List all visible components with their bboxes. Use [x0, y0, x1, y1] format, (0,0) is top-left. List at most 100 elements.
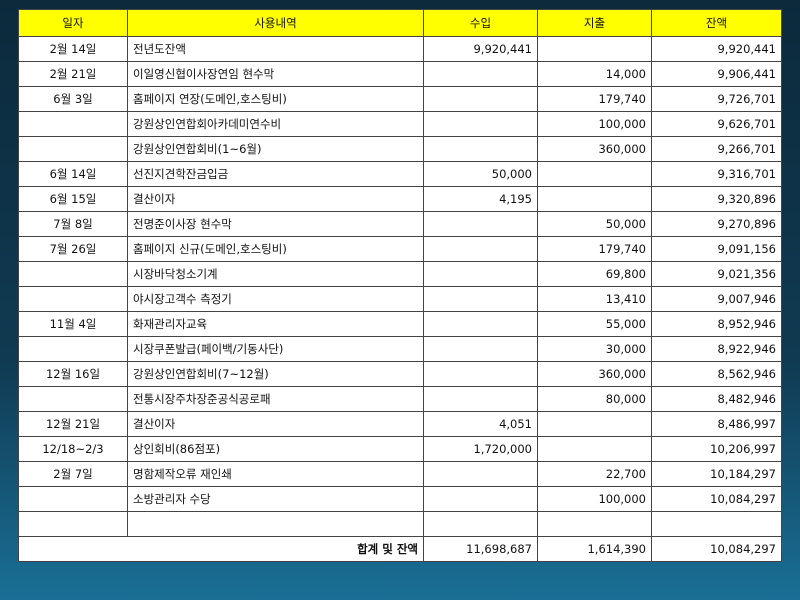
- cell-date[interactable]: 11월 4일: [18, 311, 128, 337]
- cell-balance[interactable]: 9,626,701: [651, 111, 782, 137]
- cell-description[interactable]: 강원상인연합회아카데미연수비: [127, 111, 424, 137]
- cell-date[interactable]: 7월 8일: [18, 211, 128, 237]
- cell-description[interactable]: 선진지견학잔금입금: [127, 161, 424, 187]
- cell-balance[interactable]: 8,922,946: [651, 336, 782, 362]
- cell-expense[interactable]: 55,000: [537, 311, 652, 337]
- cell-date[interactable]: [18, 486, 128, 512]
- cell-expense[interactable]: [537, 186, 652, 212]
- cell-balance[interactable]: 9,021,356: [651, 261, 782, 287]
- cell-balance[interactable]: 10,184,297: [651, 461, 782, 487]
- cell-income[interactable]: [423, 261, 538, 287]
- cell-balance[interactable]: 9,726,701: [651, 86, 782, 112]
- cell-expense[interactable]: 100,000: [537, 111, 652, 137]
- cell-balance[interactable]: 9,091,156: [651, 236, 782, 262]
- cell-date[interactable]: 6월 15일: [18, 186, 128, 212]
- cell-description[interactable]: 홈페이지 연장(도메인,호스팅비): [127, 86, 424, 112]
- cell-expense[interactable]: 360,000: [537, 136, 652, 162]
- cell-description[interactable]: 야시장고객수 측정기: [127, 286, 424, 312]
- cell-date[interactable]: 12월 16일: [18, 361, 128, 387]
- cell-description[interactable]: 화재관리자교육: [127, 311, 424, 337]
- cell-date[interactable]: 6월 3일: [18, 86, 128, 112]
- cell-description[interactable]: 상인회비(86점포): [127, 436, 424, 462]
- cell-date[interactable]: [18, 336, 128, 362]
- cell-description[interactable]: 결산이자: [127, 186, 424, 212]
- cell-expense[interactable]: 13,410: [537, 286, 652, 312]
- cell-balance[interactable]: 9,316,701: [651, 161, 782, 187]
- cell-date[interactable]: 2월 21일: [18, 61, 128, 87]
- cell-expense[interactable]: 360,000: [537, 361, 652, 387]
- cell-description[interactable]: 전년도잔액: [127, 36, 424, 62]
- cell-income[interactable]: [423, 211, 538, 237]
- cell-date[interactable]: 12/18~2/3: [18, 436, 128, 462]
- cell-balance[interactable]: 9,007,946: [651, 286, 782, 312]
- cell-balance[interactable]: 9,920,441: [651, 36, 782, 62]
- cell-income[interactable]: [423, 86, 538, 112]
- cell-income[interactable]: [423, 336, 538, 362]
- cell-date[interactable]: 2월 7일: [18, 461, 128, 487]
- cell-expense[interactable]: 14,000: [537, 61, 652, 87]
- cell-expense[interactable]: [537, 511, 652, 537]
- cell-description[interactable]: 명함제작오류 재인쇄: [127, 461, 424, 487]
- cell-expense[interactable]: 69,800: [537, 261, 652, 287]
- cell-date[interactable]: 2월 14일: [18, 36, 128, 62]
- cell-balance[interactable]: 8,486,997: [651, 411, 782, 437]
- cell-balance[interactable]: 9,906,441: [651, 61, 782, 87]
- cell-expense[interactable]: [537, 411, 652, 437]
- cell-balance[interactable]: 9,320,896: [651, 186, 782, 212]
- cell-description[interactable]: [127, 511, 424, 537]
- cell-expense[interactable]: 22,700: [537, 461, 652, 487]
- cell-date[interactable]: [18, 111, 128, 137]
- cell-expense[interactable]: 50,000: [537, 211, 652, 237]
- cell-income[interactable]: 4,051: [423, 411, 538, 437]
- cell-balance[interactable]: 10,206,997: [651, 436, 782, 462]
- cell-date[interactable]: [18, 511, 128, 537]
- cell-expense[interactable]: 179,740: [537, 86, 652, 112]
- cell-income[interactable]: [423, 111, 538, 137]
- cell-income[interactable]: [423, 311, 538, 337]
- cell-description[interactable]: 시장바닥청소기계: [127, 261, 424, 287]
- cell-date[interactable]: [18, 261, 128, 287]
- cell-date[interactable]: 7월 26일: [18, 236, 128, 262]
- cell-expense[interactable]: 80,000: [537, 386, 652, 412]
- cell-income[interactable]: 50,000: [423, 161, 538, 187]
- cell-income[interactable]: [423, 461, 538, 487]
- cell-income[interactable]: [423, 61, 538, 87]
- cell-expense[interactable]: 179,740: [537, 236, 652, 262]
- cell-income[interactable]: [423, 286, 538, 312]
- cell-description[interactable]: 이일영신협이사장연임 현수막: [127, 61, 424, 87]
- cell-balance[interactable]: 8,482,946: [651, 386, 782, 412]
- cell-expense[interactable]: [537, 36, 652, 62]
- cell-income[interactable]: [423, 136, 538, 162]
- cell-balance[interactable]: 9,270,896: [651, 211, 782, 237]
- cell-date[interactable]: [18, 136, 128, 162]
- cell-description[interactable]: 결산이자: [127, 411, 424, 437]
- cell-income[interactable]: 1,720,000: [423, 436, 538, 462]
- cell-income[interactable]: [423, 386, 538, 412]
- cell-description[interactable]: 전명준이사장 현수막: [127, 211, 424, 237]
- cell-income[interactable]: [423, 511, 538, 537]
- cell-expense[interactable]: [537, 436, 652, 462]
- cell-income[interactable]: [423, 361, 538, 387]
- cell-description[interactable]: 시장쿠폰발급(페이백/기동사단): [127, 336, 424, 362]
- cell-date[interactable]: [18, 386, 128, 412]
- cell-balance[interactable]: 10,084,297: [651, 486, 782, 512]
- cell-income[interactable]: 9,920,441: [423, 36, 538, 62]
- cell-description[interactable]: 전통시장주차장준공식공로패: [127, 386, 424, 412]
- cell-description[interactable]: 소방관리자 수당: [127, 486, 424, 512]
- cell-balance[interactable]: 8,952,946: [651, 311, 782, 337]
- cell-balance[interactable]: 8,562,946: [651, 361, 782, 387]
- cell-balance[interactable]: [651, 511, 782, 537]
- cell-date[interactable]: 6월 14일: [18, 161, 128, 187]
- cell-description[interactable]: 강원상인연합회비(1~6월): [127, 136, 424, 162]
- cell-expense[interactable]: 100,000: [537, 486, 652, 512]
- cell-description[interactable]: 강원상인연합회비(7~12월): [127, 361, 424, 387]
- cell-description[interactable]: 홈페이지 신규(도메인,호스팅비): [127, 236, 424, 262]
- cell-date[interactable]: 12월 21일: [18, 411, 128, 437]
- cell-income[interactable]: [423, 486, 538, 512]
- cell-balance[interactable]: 9,266,701: [651, 136, 782, 162]
- cell-income[interactable]: 4,195: [423, 186, 538, 212]
- cell-expense[interactable]: 30,000: [537, 336, 652, 362]
- cell-income[interactable]: [423, 236, 538, 262]
- cell-expense[interactable]: [537, 161, 652, 187]
- cell-date[interactable]: [18, 286, 128, 312]
